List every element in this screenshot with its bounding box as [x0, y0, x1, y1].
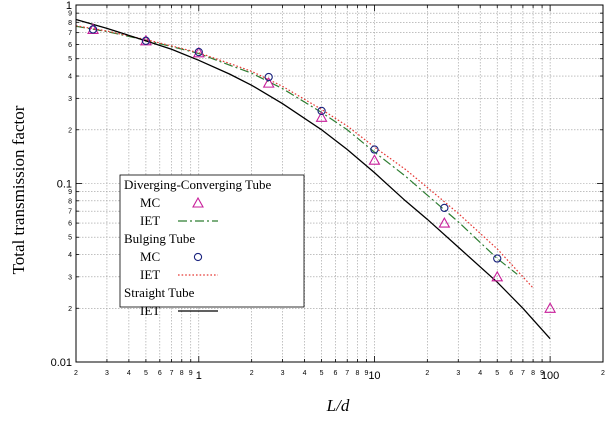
y-minor-tick-label: 6 — [68, 42, 72, 49]
x-major-tick-label: 10 — [368, 370, 380, 382]
bt_mc-point — [141, 36, 151, 45]
bt_mc-point — [440, 203, 449, 213]
x-minor-tick-label: 4 — [127, 370, 131, 377]
x-minor-tick-label: 2 — [250, 370, 254, 377]
bt_iet-line — [75, 25, 534, 289]
bt_mc-point — [264, 72, 273, 82]
y-minor-tick-label: 2 — [68, 127, 72, 134]
y-major-tick-label: 0.01 — [51, 357, 72, 369]
dc_mc-point — [262, 76, 275, 88]
y-minor-tick-label: 5 — [68, 56, 72, 63]
markers — [87, 23, 557, 313]
y-minor-tick-label: 7 — [68, 30, 72, 37]
bt_mc-point — [370, 145, 379, 154]
x-minor-tick-label: 9 — [540, 370, 544, 377]
y-minor-tick-label: 4 — [68, 252, 72, 259]
dc_mc-point — [544, 302, 557, 313]
legend-entry-label: MC — [140, 249, 160, 264]
y-minor-tick-label: 5 — [68, 235, 72, 242]
st_iet-line — [75, 18, 551, 340]
x-minor-tick-label: 6 — [509, 370, 513, 377]
x-minor-tick-label: 2 — [601, 370, 605, 377]
y-minor-tick-label: 9 — [68, 189, 72, 196]
y-minor-tick-label: 6 — [68, 221, 72, 228]
x-minor-tick-label: 6 — [334, 370, 338, 377]
ticks — [75, 4, 604, 363]
x-minor-tick-label: 3 — [456, 370, 460, 377]
curves — [75, 18, 551, 340]
y-minor-tick-label: 3 — [68, 96, 72, 103]
x-minor-tick-label: 9 — [364, 370, 368, 377]
legend-group-title: Diverging-Converging Tube — [124, 177, 271, 192]
y-minor-tick-label: 3 — [68, 274, 72, 281]
x-major-tick-label: 100 — [541, 370, 559, 382]
x-minor-tick-label: 3 — [105, 370, 109, 377]
y-minor-tick-label: 4 — [68, 74, 72, 81]
y-minor-tick-label: 8 — [68, 20, 72, 27]
legend-group-title: Straight Tube — [124, 285, 195, 300]
dc_mc-point — [315, 111, 328, 122]
y-minor-tick-label: 7 — [68, 209, 72, 216]
legend-box — [119, 174, 305, 308]
legend-bt_mc-swatch — [193, 252, 203, 262]
y-major-tick-label: 1 — [66, 0, 72, 12]
tick-labels: 2 3 4 5 6 7 8 9 2 3 4 5 6 7 8 9 2 3 4 5 6 7 8 9 21 10 100234567892… — [51, 0, 605, 382]
y-minor-tick-label: 2 — [68, 306, 72, 313]
x-minor-tick-label: 4 — [478, 370, 482, 377]
x-minor-tick-label: 8 — [180, 370, 184, 377]
dc_mc-point — [491, 270, 504, 282]
x-minor-tick-label: 3 — [281, 370, 285, 377]
x-minor-tick-label: 8 — [355, 370, 359, 377]
y-minor-tick-label: 8 — [68, 198, 72, 205]
x-minor-tick-label: 2 — [425, 370, 429, 377]
x-minor-tick-label: 8 — [531, 370, 535, 377]
y-major-tick-label: 0.1 — [57, 179, 72, 191]
legend-entry-label: MC — [140, 195, 160, 210]
x-minor-tick-label: 5 — [144, 370, 148, 377]
legend-entry-label: IET — [140, 303, 160, 318]
x-minor-tick-label: 9 — [189, 370, 193, 377]
bt_mc-point — [88, 25, 98, 34]
x-minor-tick-label: 7 — [345, 370, 349, 377]
legend-entry-label: IET — [140, 213, 160, 228]
x-minor-tick-label: 2 — [74, 370, 78, 377]
bt_mc-point — [194, 47, 203, 57]
dc_mc-point — [192, 46, 205, 58]
legend-group-title: Bulging Tube — [124, 231, 195, 246]
dc_iet-line — [75, 25, 518, 275]
x-axis-title: L/d — [326, 396, 350, 415]
x-major-tick-label: 1 — [196, 370, 202, 382]
x-minor-tick-label: 7 — [521, 370, 525, 377]
legend-dc_mc-swatch — [192, 196, 204, 208]
dc_mc-point — [368, 154, 381, 165]
dc_mc-point — [438, 216, 451, 228]
x-minor-tick-label: 7 — [170, 370, 174, 377]
bt_mc-point — [493, 254, 502, 263]
legend: Diverging-Converging Tube MC IET Bulging Tu… — [119, 174, 305, 318]
y-minor-tick-label: 9 — [68, 11, 72, 18]
legend-entry-label: IET — [140, 267, 160, 282]
x-minor-tick-label: 4 — [303, 370, 307, 377]
y-axis-title: Total transmission factor — [9, 105, 28, 274]
x-minor-tick-label: 5 — [320, 370, 324, 377]
bt_mc-point — [317, 106, 326, 116]
x-minor-tick-label: 5 — [495, 370, 499, 377]
x-minor-tick-label: 6 — [158, 370, 162, 377]
